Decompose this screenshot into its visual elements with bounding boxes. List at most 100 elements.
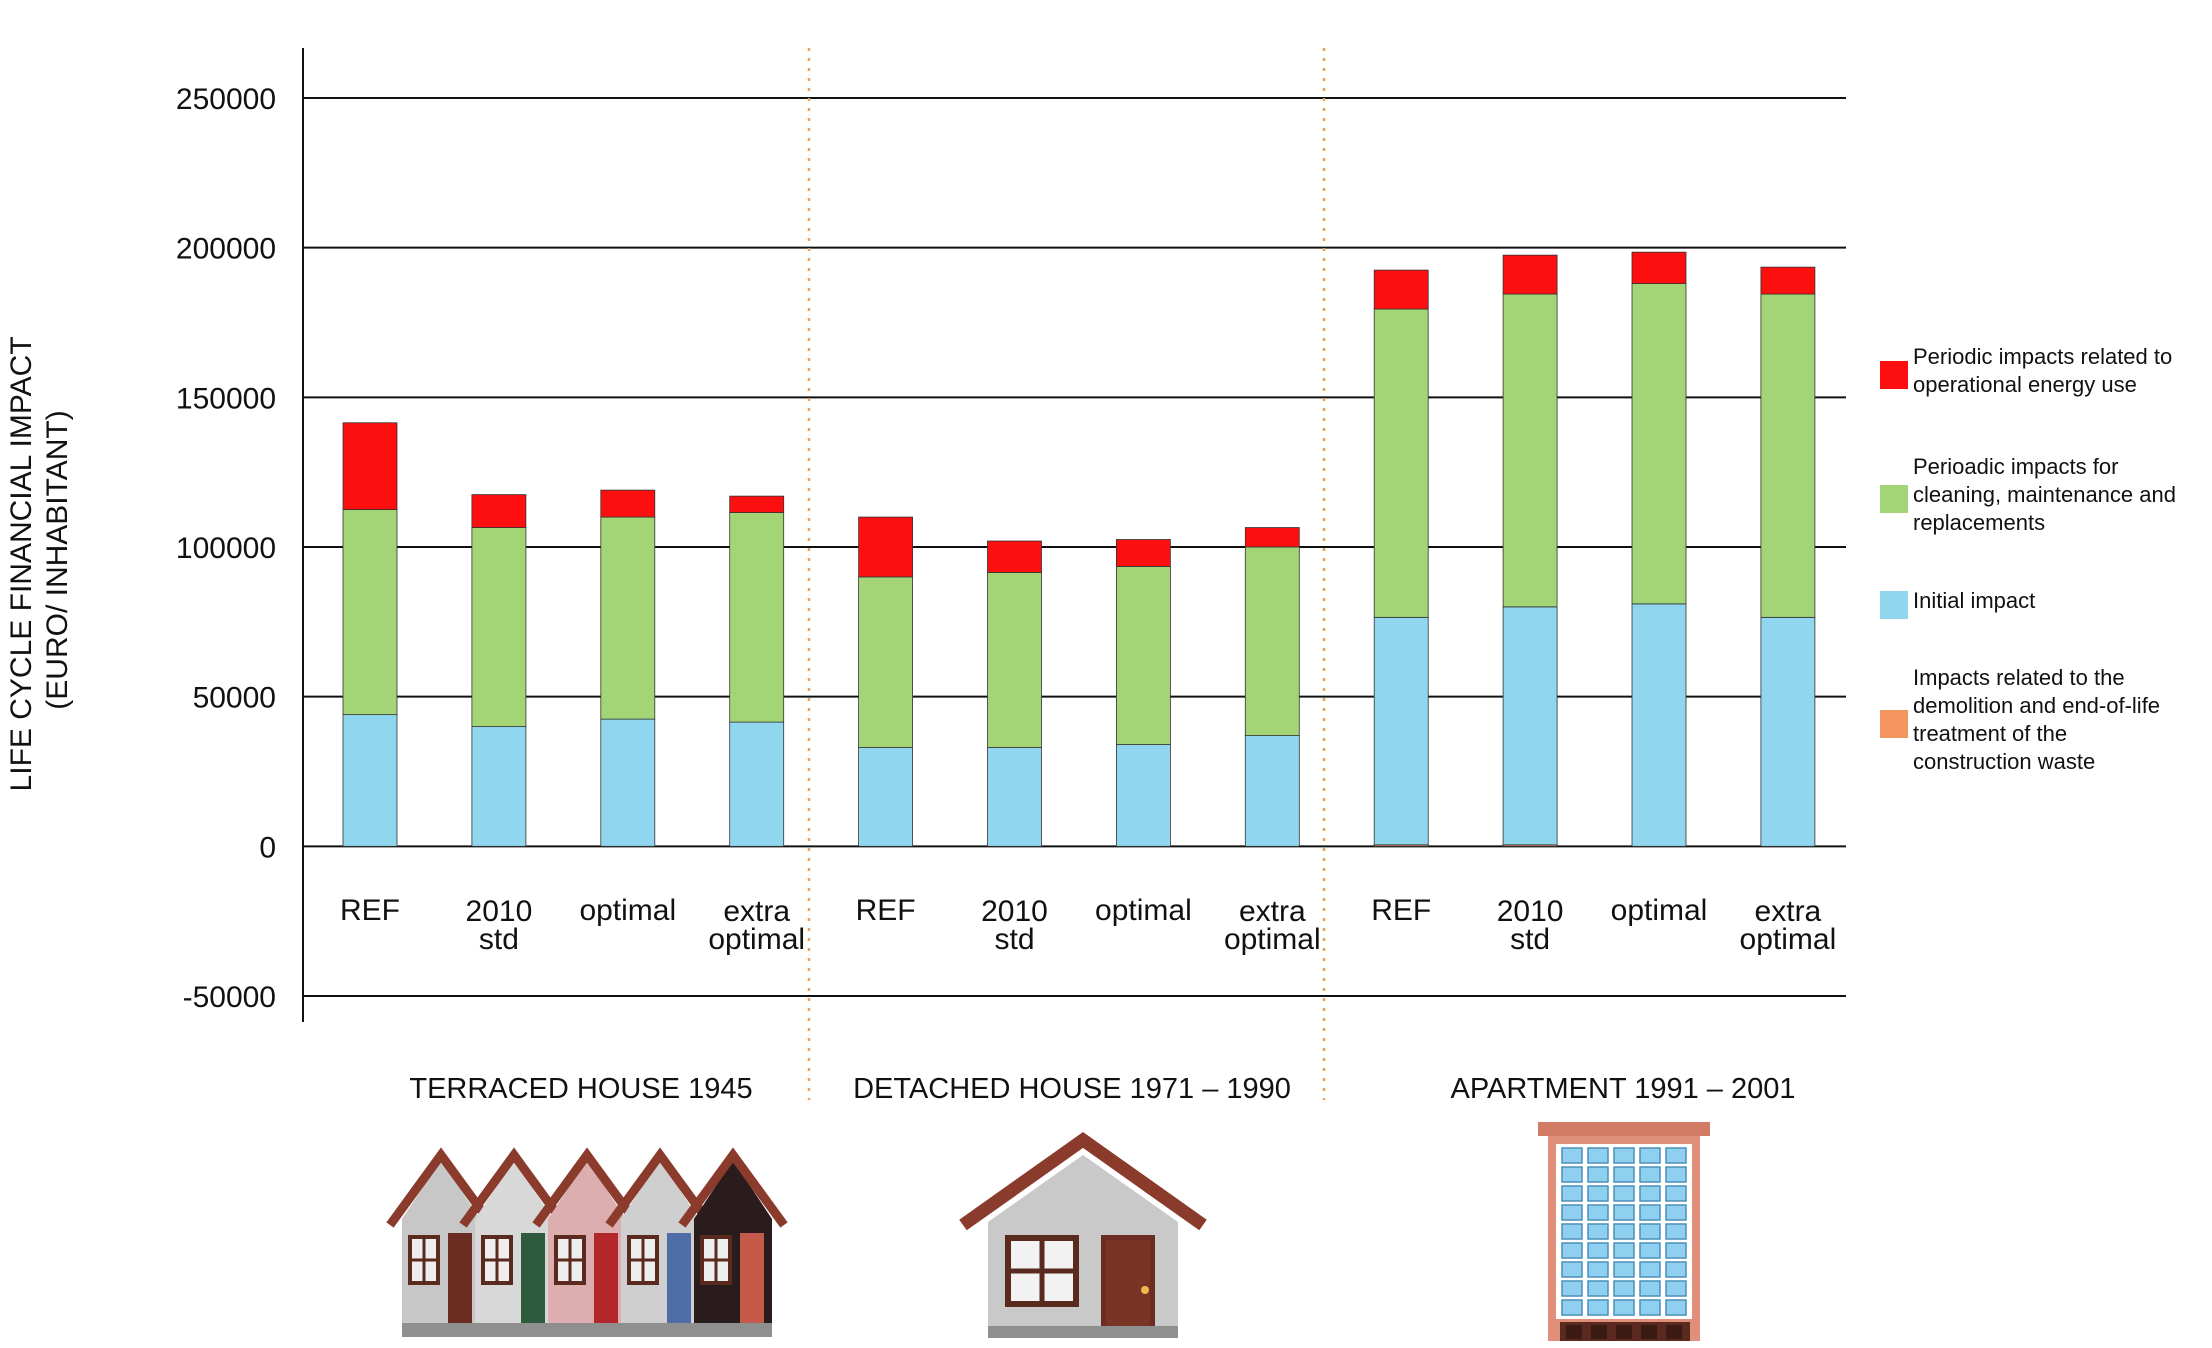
apartment-window: [1587, 1204, 1609, 1221]
category-label: REF: [1371, 894, 1431, 927]
group-title: TERRACED HOUSE 1945: [409, 1073, 752, 1105]
bar-segment: [342, 509, 398, 716]
legend: Periodic impacts related to operational e…: [1880, 344, 2176, 774]
legend-label: Periodic impacts related to operational e…: [1913, 344, 2172, 397]
category-label-line: 2010: [466, 895, 533, 928]
category-label: REF: [340, 894, 400, 927]
category-label-line: optimal: [708, 923, 805, 956]
legend-swatch: [1880, 591, 1908, 619]
category-label-line: 2010: [981, 895, 1048, 928]
apartment-window: [1561, 1242, 1583, 1259]
apartment-window: [1613, 1166, 1635, 1183]
bar-segment: [1502, 293, 1558, 608]
apartment-window: [1561, 1261, 1583, 1278]
legend-swatch: [1880, 710, 1908, 738]
bar-segment: [729, 512, 785, 723]
bar-segment: [858, 576, 913, 748]
category-label-line: extra: [723, 895, 790, 928]
apartment-building-illustration: [1538, 1122, 1710, 1341]
bar-segment: [1760, 266, 1816, 295]
bar-segment: [1373, 269, 1429, 310]
category-label: REF: [856, 894, 916, 927]
bar-segment: [1116, 744, 1171, 847]
bar-segment: [471, 527, 527, 728]
apartment-window: [1587, 1261, 1609, 1278]
apartment-window: [1587, 1147, 1609, 1164]
bar-segment: [987, 747, 1042, 847]
category-label: 2010 std: [1497, 895, 1564, 956]
bar-segment: [1116, 566, 1171, 745]
bar-segment: [1502, 254, 1558, 295]
legend-label-line: Initial impact: [1913, 588, 2035, 613]
y-tick-label: 150000: [176, 382, 276, 415]
category-label-line: optimal: [1224, 923, 1321, 956]
category-label-line: REF: [856, 894, 916, 927]
legend-swatch: [1880, 361, 1908, 389]
terraced-house-1: [386, 1147, 496, 1335]
apartment-window: [1613, 1242, 1635, 1259]
apartment-window: [1561, 1299, 1583, 1316]
apartment-window: [1561, 1223, 1583, 1240]
legend-swatch: [1880, 485, 1908, 513]
apartment-window: [1613, 1185, 1635, 1202]
y-axis-title-line-1: LIFE CYCLE FINANCIAL IMPACT: [5, 337, 38, 792]
legend-label: Initial impact: [1913, 588, 2035, 613]
apartment-door: [1566, 1325, 1582, 1339]
apartment-window: [1613, 1223, 1635, 1240]
apartment-window: [1665, 1299, 1687, 1316]
bar-segment: [471, 726, 527, 847]
category-label-line: REF: [1371, 894, 1431, 927]
terraced-house-5: [678, 1147, 788, 1335]
bar-segment: [1244, 546, 1300, 736]
apartment-window: [1587, 1280, 1609, 1297]
bar-segment: [600, 718, 656, 847]
category-label: optimal: [1611, 894, 1708, 927]
bar-segment: [1373, 308, 1429, 618]
bar-segment: [1760, 616, 1816, 847]
apartment-window: [1561, 1280, 1583, 1297]
apartment-window: [1639, 1185, 1661, 1202]
category-label: extra optimal: [1224, 895, 1321, 956]
legend-label: Impacts related to the demolition and end…: [1913, 665, 2160, 774]
bar-segment: [1373, 616, 1429, 846]
apartment-window: [1665, 1204, 1687, 1221]
category-label-line: optimal: [1740, 923, 1837, 956]
bar-segment: [1244, 735, 1300, 847]
apartment-window: [1613, 1280, 1635, 1297]
group-titles: TERRACED HOUSE 1945 DETACHED HOUSE 1971 –…: [409, 1073, 1795, 1105]
apartment-window: [1613, 1147, 1635, 1164]
bar-segment: [600, 489, 656, 518]
bar-segment: [858, 516, 913, 578]
y-tick-label: 50000: [193, 682, 276, 715]
apartment-window: [1665, 1261, 1687, 1278]
apartment-window: [1665, 1166, 1687, 1183]
bars: [342, 251, 1816, 847]
apartment-window: [1639, 1166, 1661, 1183]
legend-label-line: operational energy use: [1913, 372, 2137, 397]
apartment-window: [1587, 1223, 1609, 1240]
bar-segment: [858, 747, 913, 847]
bar-segment: [1631, 603, 1687, 847]
category-label-line: std: [1510, 923, 1550, 956]
legend-label-line: treatment of the: [1913, 721, 2067, 746]
apartment-window: [1587, 1185, 1609, 1202]
apartment-window: [1639, 1242, 1661, 1259]
y-tick-label: 250000: [176, 83, 276, 116]
terraced-houses-base: [402, 1323, 772, 1337]
legend-label-line: demolition and end-of-life: [1913, 693, 2160, 718]
y-tick-label: 200000: [176, 233, 276, 266]
legend-label-line: cleaning, maintenance and: [1913, 482, 2176, 507]
bar-segment: [729, 721, 785, 847]
apartment-window: [1561, 1166, 1583, 1183]
apartment-window: [1639, 1204, 1661, 1221]
bar-segment: [1502, 606, 1558, 846]
y-axis-title-line-2: (EURO/ INHABITANT): [41, 410, 74, 709]
legend-label-line: construction waste: [1913, 749, 2095, 774]
group-title: DETACHED HOUSE 1971 – 1990: [853, 1073, 1291, 1105]
legend-label: Perioadic impacts for cleaning, maintenan…: [1913, 454, 2176, 535]
apartment-window: [1639, 1147, 1661, 1164]
apartment-window: [1665, 1185, 1687, 1202]
gridlines: [303, 97, 1846, 997]
category-label: 2010 std: [466, 895, 533, 956]
